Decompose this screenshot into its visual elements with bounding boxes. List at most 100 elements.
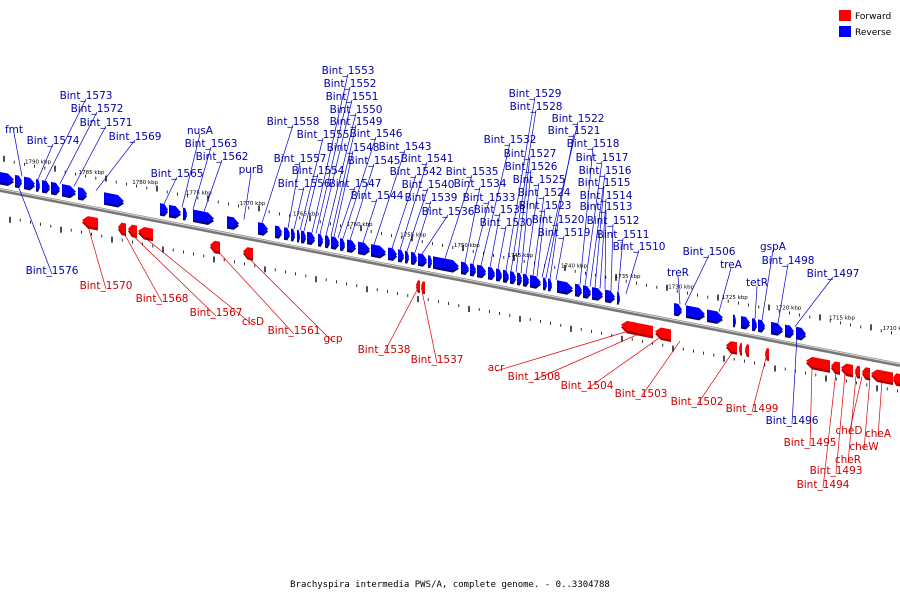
- reverse-gene-arrow[interactable]: [284, 227, 290, 238]
- reverse-gene-arrow[interactable]: [36, 179, 40, 190]
- forward-gene-arrow[interactable]: [621, 320, 653, 336]
- reverse-gene-arrow[interactable]: [605, 289, 615, 301]
- reverse-gene-arrow[interactable]: [583, 285, 591, 297]
- reverse-gene-arrow[interactable]: [411, 251, 417, 263]
- reverse-gene-arrow[interactable]: [503, 269, 509, 281]
- reverse-gene-arrow[interactable]: [733, 314, 736, 325]
- label-leader-line: [362, 198, 378, 243]
- reverse-gene-arrow[interactable]: [758, 319, 765, 331]
- forward-gene-arrow[interactable]: [871, 369, 893, 383]
- reverse-gene-arrow[interactable]: [160, 203, 168, 214]
- reverse-gene-arrow[interactable]: [301, 230, 306, 242]
- reverse-gene-arrow[interactable]: [592, 287, 603, 299]
- reverse-gene-arrow[interactable]: [275, 225, 282, 237]
- reverse-gene-arrow[interactable]: [62, 184, 76, 196]
- reverse-gene-arrow[interactable]: [523, 273, 529, 285]
- forward-gene-arrow[interactable]: [841, 363, 853, 375]
- forward-gene-arrow[interactable]: [806, 356, 830, 371]
- reverse-gene-arrow[interactable]: [227, 216, 239, 228]
- reverse-gene-arrow[interactable]: [325, 235, 330, 246]
- reverse-gene-arrow[interactable]: [575, 283, 582, 295]
- forward-gene-arrow[interactable]: [210, 240, 220, 252]
- reverse-gene-arrow[interactable]: [418, 253, 427, 265]
- reverse-gene-arrow[interactable]: [496, 268, 502, 280]
- reverse-gene-arrow[interactable]: [543, 277, 547, 289]
- reverse-gene-arrow[interactable]: [428, 255, 432, 266]
- label-leader-line: [555, 235, 565, 281]
- gene-label: Bint_1513: [580, 201, 633, 213]
- reverse-gene-arrow[interactable]: [183, 207, 187, 219]
- label-leader-line: [243, 172, 252, 220]
- forward-gene-arrow[interactable]: [118, 222, 126, 234]
- reverse-gene-arrow[interactable]: [477, 264, 486, 276]
- forward-gene-arrow[interactable]: [745, 344, 749, 355]
- forward-gene-arrow[interactable]: [82, 216, 98, 229]
- reverse-gene-arrow[interactable]: [24, 176, 35, 188]
- forward-gene-arrow[interactable]: [655, 327, 671, 340]
- reverse-gene-arrow[interactable]: [741, 316, 750, 328]
- reverse-gene-arrow[interactable]: [291, 228, 295, 240]
- reverse-gene-arrow[interactable]: [470, 263, 476, 275]
- forward-gene-arrow[interactable]: [128, 224, 137, 236]
- reverse-gene-arrow[interactable]: [42, 180, 50, 192]
- reverse-gene-arrow[interactable]: [785, 324, 794, 336]
- forward-gene-arrow[interactable]: [421, 281, 425, 292]
- reverse-gene-arrow[interactable]: [371, 244, 386, 256]
- forward-gene-arrow[interactable]: [855, 365, 860, 377]
- reverse-gene-arrow[interactable]: [331, 236, 339, 248]
- reverse-gene-arrow[interactable]: [193, 209, 214, 223]
- reverse-gene-arrow[interactable]: [307, 231, 315, 243]
- forward-gene-arrow[interactable]: [765, 348, 769, 359]
- reverse-gene-arrow[interactable]: [405, 250, 409, 262]
- gene-label: Bint_1533: [463, 192, 516, 204]
- reverse-gene-arrow[interactable]: [674, 303, 682, 314]
- reverse-gene-arrow[interactable]: [488, 266, 495, 278]
- label-leader-line: [520, 169, 532, 274]
- label-leader-line: [794, 276, 834, 327]
- reverse-gene-arrow[interactable]: [510, 271, 516, 282]
- reverse-gene-arrow[interactable]: [686, 305, 705, 318]
- reverse-gene-arrow[interactable]: [707, 309, 723, 322]
- reverse-gene-arrow[interactable]: [548, 278, 552, 289]
- reverse-gene-arrow[interactable]: [0, 172, 14, 184]
- reverse-gene-arrow[interactable]: [258, 222, 268, 234]
- gene-label: Bint_1536: [422, 206, 475, 218]
- reverse-gene-arrow[interactable]: [340, 238, 345, 249]
- gene-label: Bint_1502: [671, 396, 724, 408]
- gene-label: Bint_1551: [326, 91, 379, 103]
- forward-gene-arrow[interactable]: [138, 227, 153, 239]
- forward-gene-arrow[interactable]: [726, 341, 737, 353]
- reverse-gene-arrow[interactable]: [78, 187, 87, 199]
- reverse-gene-arrow[interactable]: [15, 174, 22, 186]
- reverse-gene-arrow[interactable]: [388, 247, 397, 259]
- gene-label: Bint_1522: [552, 113, 605, 125]
- reverse-gene-arrow[interactable]: [51, 181, 60, 193]
- reverse-gene-arrow[interactable]: [557, 280, 573, 293]
- forward-gene-arrow[interactable]: [739, 342, 742, 354]
- label-leader-line: [325, 112, 357, 236]
- reverse-gene-arrow[interactable]: [617, 291, 620, 303]
- forward-gene-arrow[interactable]: [862, 367, 870, 379]
- forward-gene-arrow[interactable]: [893, 373, 900, 384]
- forward-gene-arrow[interactable]: [831, 361, 840, 373]
- reverse-gene-arrow[interactable]: [358, 241, 370, 253]
- reverse-gene-arrow[interactable]: [752, 318, 757, 329]
- reverse-gene-arrow[interactable]: [297, 229, 300, 241]
- forward-gene-arrow[interactable]: [243, 247, 253, 259]
- reverse-gene-arrow[interactable]: [169, 204, 181, 217]
- forward-gene-arrow[interactable]: [416, 280, 420, 291]
- kbp-scale-label: 1745 kbp: [507, 253, 533, 259]
- gene-label: Bint_1557: [274, 153, 327, 165]
- reverse-gene-arrow[interactable]: [517, 272, 522, 284]
- reverse-gene-arrow[interactable]: [461, 261, 469, 273]
- reverse-gene-arrow[interactable]: [433, 256, 459, 271]
- label-leader-line: [594, 185, 605, 288]
- reverse-gene-arrow[interactable]: [530, 275, 541, 287]
- reverse-gene-arrow[interactable]: [398, 249, 404, 261]
- reverse-gene-arrow[interactable]: [318, 233, 323, 245]
- reverse-gene-arrow[interactable]: [347, 239, 356, 251]
- gene-label: Bint_1516: [579, 165, 632, 177]
- reverse-gene-arrow[interactable]: [771, 321, 783, 334]
- reverse-gene-arrow[interactable]: [104, 192, 124, 205]
- reverse-gene-arrow[interactable]: [796, 326, 806, 338]
